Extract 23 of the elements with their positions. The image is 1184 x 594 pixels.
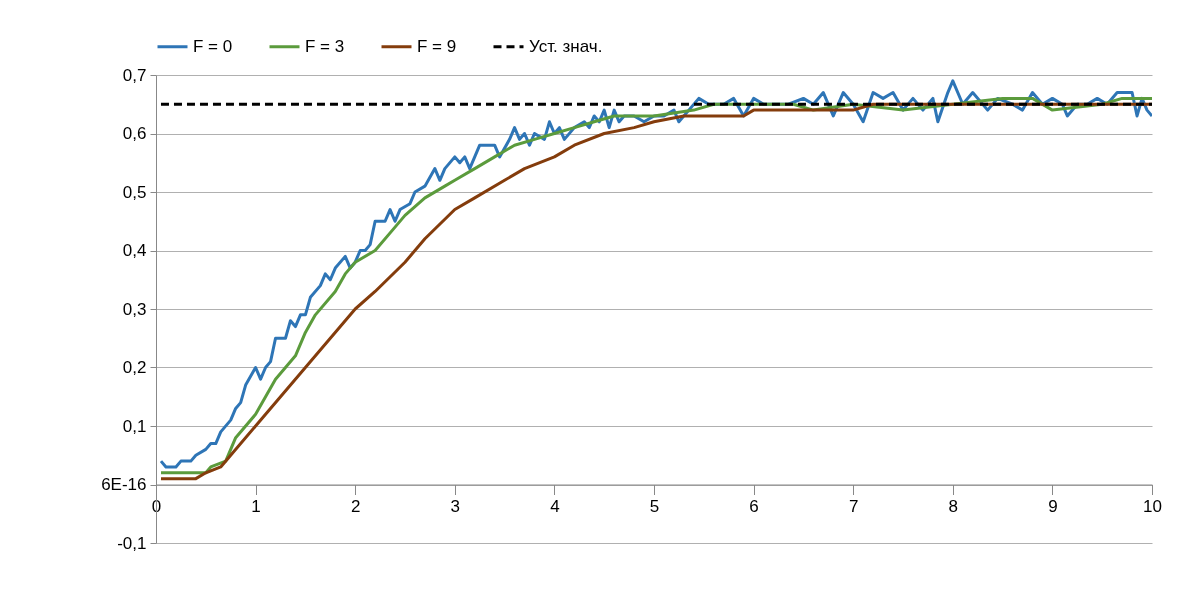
x-tick-label: 6 (749, 497, 759, 516)
x-tick-label: 3 (450, 497, 461, 516)
legend-label: F = 0 (193, 36, 233, 56)
y-tick-label: 0,7 (122, 65, 147, 85)
y-tick-label: -0,1 (117, 533, 147, 553)
y-tick-label: 0,4 (122, 241, 147, 260)
x-tick-label: 10 (1143, 497, 1162, 516)
y-tick-label: 0,2 (122, 358, 147, 377)
x-tick-label: 5 (649, 497, 660, 516)
y-tick-label: 0,1 (122, 416, 147, 436)
y-tick-label: 0,6 (122, 124, 147, 143)
y-tick-label: 0,3 (122, 299, 147, 319)
legend-label: Уст. знач. (529, 36, 603, 56)
x-tick-label: 7 (848, 497, 859, 516)
x-tick-label: 9 (1048, 497, 1058, 516)
legend-label: F = 9 (417, 36, 457, 56)
y-tick-label: 0,5 (122, 182, 147, 202)
x-tick-label: 4 (550, 497, 560, 516)
x-tick-label: 1 (251, 497, 261, 516)
x-tick-label: 8 (948, 497, 959, 516)
legend-label: F = 3 (305, 36, 345, 56)
x-tick-label: 2 (350, 497, 361, 516)
y-tick-label: 6E-16 (101, 475, 147, 494)
